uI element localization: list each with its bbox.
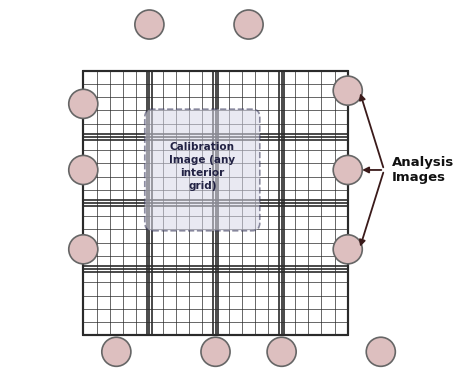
Circle shape bbox=[333, 156, 362, 185]
Circle shape bbox=[267, 337, 296, 366]
Circle shape bbox=[333, 76, 362, 105]
Circle shape bbox=[366, 337, 395, 366]
Circle shape bbox=[333, 235, 362, 264]
FancyBboxPatch shape bbox=[145, 109, 260, 231]
Circle shape bbox=[102, 337, 131, 366]
Circle shape bbox=[69, 89, 98, 118]
Text: Calibration
Image (any
interior
grid): Calibration Image (any interior grid) bbox=[169, 142, 236, 191]
Circle shape bbox=[135, 10, 164, 39]
Circle shape bbox=[69, 156, 98, 185]
Bar bbox=[83, 71, 348, 335]
Circle shape bbox=[234, 10, 263, 39]
Circle shape bbox=[201, 337, 230, 366]
Text: Analysis
Images: Analysis Images bbox=[392, 156, 454, 184]
Circle shape bbox=[69, 235, 98, 264]
